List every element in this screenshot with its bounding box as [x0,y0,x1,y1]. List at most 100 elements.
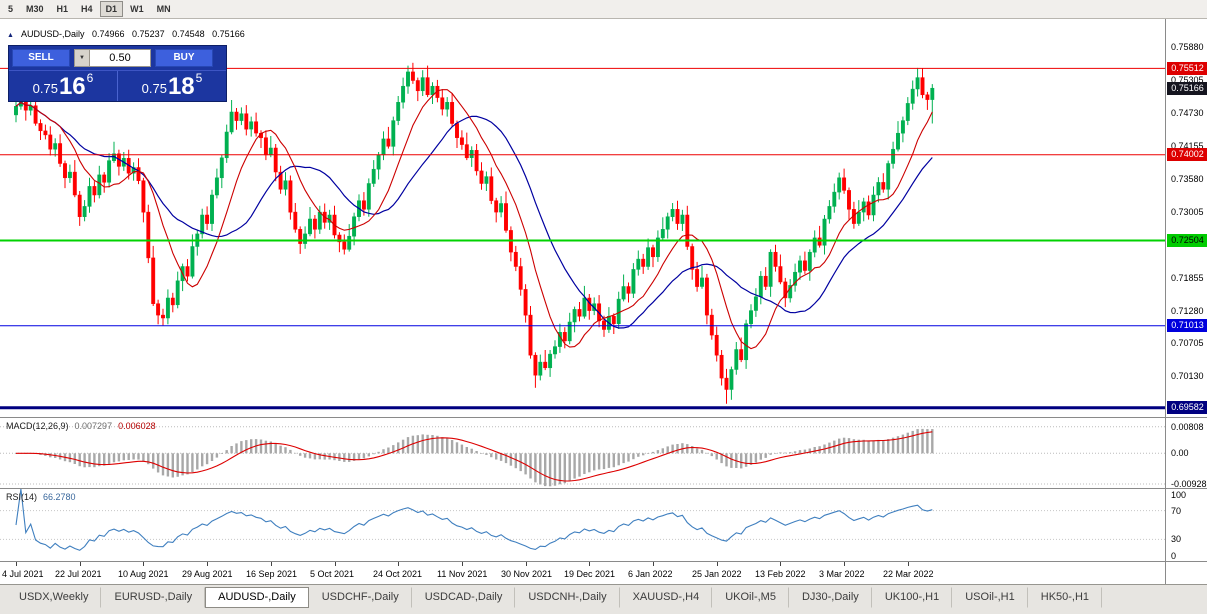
macd-bar [210,453,214,461]
candle-body [729,369,734,390]
one-click-collapse-icon[interactable]: ▲ [7,32,14,39]
macd-bar [842,437,846,454]
candle-body [739,349,744,361]
tab-usdcad-daily[interactable]: USDCAD-,Daily [412,587,516,608]
timeframe-button-m30[interactable]: M30 [26,4,44,14]
tab-usdchf-daily[interactable]: USDCHF-,Daily [309,587,412,608]
date-tick [717,562,718,566]
bid-price[interactable]: 0.75 16 6 [32,71,94,100]
date-label: 13 Feb 2022 [755,569,806,579]
candle-body [214,177,219,196]
pane-separator[interactable] [0,488,1207,489]
candle-body [317,211,322,230]
time-axis[interactable]: 4 Jul 2021 22 Jul 2021 10 Aug 2021 29 Aug 2… [0,562,1165,584]
candle-body [48,134,53,150]
timeframe-button-d1[interactable]: D1 [99,1,124,17]
macd-bar [357,453,361,460]
macd-bar [122,453,125,461]
macd-bar [705,452,709,454]
macd-bar [392,445,395,454]
tab-eurusd-daily[interactable]: EURUSD-,Daily [101,587,206,608]
macd-bar [774,453,777,454]
tab-usoil-h1[interactable]: USOil-,H1 [952,587,1028,608]
candle-body [768,251,773,287]
tab-audusd-daily[interactable]: AUDUSD-,Daily [205,587,309,608]
timeframe-button-h1[interactable]: H1 [56,4,69,14]
macd-axis-label: 0.00 [1171,448,1189,458]
macd-bar [220,453,223,454]
macd-bar [911,430,914,454]
ask-price[interactable]: 0.75 18 5 [141,71,203,100]
volume-dropdown-button[interactable]: ▼ [74,49,90,67]
candle-body [822,218,827,246]
volume-input[interactable]: 0.50 [90,49,151,67]
tab-xauusd-h4[interactable]: XAUUSD-,H4 [620,587,713,608]
date-label: 29 Aug 2021 [182,569,233,579]
timeframe-button-w1[interactable]: W1 [130,4,144,14]
macd-bar [387,447,390,454]
macd-bar [352,453,356,461]
macd-bar [480,453,483,454]
tab-hk50-h1[interactable]: HK50-,H1 [1028,587,1103,608]
tab-usdx-weekly[interactable]: USDX,Weekly [6,587,102,608]
price-line-badge: 0.71013 [1167,319,1207,332]
macd-pane[interactable] [0,418,1165,488]
macd-bar [588,453,591,473]
buy-button[interactable]: BUY [155,49,213,67]
chart-title: ▲ AUDUSD-,Daily 0.74966 0.75237 0.74548 … [7,29,250,39]
timeframe-button-mn[interactable]: MN [156,4,171,14]
macd-value-signal: 0.006028 [118,421,156,431]
candle-body [611,316,616,324]
one-click-trading-panel: SELL ▼ 0.50 BUY 0.75 16 6 0.75 18 5 [8,45,227,102]
macd-bar [176,453,179,477]
macd-bar [225,450,228,454]
macd-bar [240,441,243,454]
rsi-pane[interactable] [0,489,1165,561]
macd-bar [308,453,312,459]
current-price-badge: 0.75166 [1167,82,1207,95]
price-line-badge: 0.74002 [1167,148,1207,161]
ohlc-low: 0.74548 [172,29,205,39]
tab-dj30-daily[interactable]: DJ30-,Daily [789,587,872,608]
candle-body [268,147,273,156]
candle-body [680,214,685,224]
macd-bar [112,453,116,463]
candle-body [156,303,161,316]
candle-body [420,77,425,92]
sell-button[interactable]: SELL [12,49,70,67]
price-tick-label: 0.74155 [1171,141,1204,151]
candle-body [567,321,572,342]
macd-bar [691,446,694,454]
candle-body [915,77,920,90]
macd-signal-line [16,431,933,482]
macd-bar [725,453,728,467]
tab-usdcnh-daily[interactable]: USDCNH-,Daily [515,587,620,608]
candle-body [244,113,249,130]
macd-bar [862,439,865,454]
macd-bar [764,453,767,458]
macd-bar [431,435,434,454]
candle-body [513,251,518,267]
candle-body [900,120,905,134]
price-tick-label: 0.73580 [1171,174,1204,184]
macd-bar [205,453,209,465]
timeframe-button-h4[interactable]: H4 [81,4,93,14]
timeframe-button-5[interactable]: 5 [8,4,14,14]
main-chart-canvas[interactable] [0,19,1165,417]
date-tick [398,562,399,566]
candle-body [386,138,391,147]
macd-bar [813,447,816,454]
candle-body [704,277,709,316]
macd-bar [509,453,513,466]
tab-ukoil-m5[interactable]: UKOil-,M5 [712,587,789,608]
candle-body [763,275,768,287]
price-axis[interactable]: 0.75880 0.75305 0.74730 0.74155 0.73580 0.730… [1165,19,1207,584]
macd-bar [269,441,272,454]
pane-separator[interactable] [0,417,1207,418]
date-label: 10 Aug 2021 [118,569,169,579]
macd-bar [490,453,493,458]
tab-uk100-h1[interactable]: UK100-,H1 [872,587,953,608]
pane-separator[interactable] [0,561,1207,562]
date-label: 30 Nov 2021 [501,569,553,579]
candle-body [494,200,499,213]
